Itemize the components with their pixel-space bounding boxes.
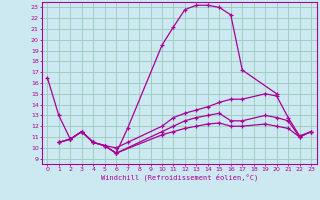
X-axis label: Windchill (Refroidissement éolien,°C): Windchill (Refroidissement éolien,°C) (100, 174, 258, 181)
